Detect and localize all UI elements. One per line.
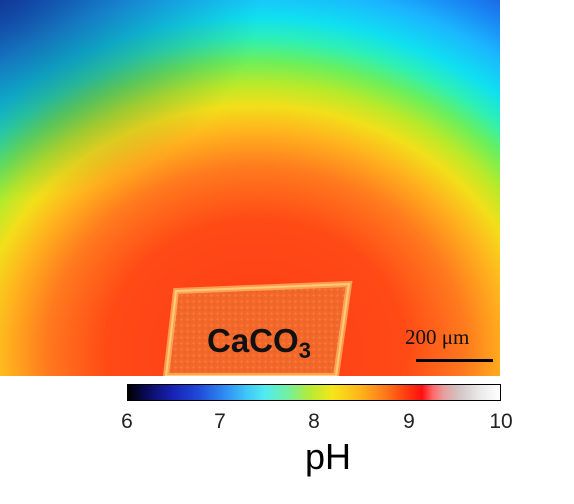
colorbar-unit-label: pH	[304, 436, 352, 477]
ph-colorbar	[127, 384, 501, 401]
caco3-label: CaCO3	[207, 322, 311, 363]
colorbar-tick-8: 8	[308, 410, 320, 433]
colorbar-tick-10: 10	[489, 410, 513, 433]
scale-bar-label: 200 μm	[405, 325, 470, 349]
colorbar-tick-6: 6	[121, 410, 133, 433]
scale-bar	[416, 359, 493, 362]
ph-map-image	[0, 0, 500, 376]
colorbar-tick-7: 7	[214, 410, 226, 433]
colorbar-tick-9: 9	[403, 410, 415, 433]
caco3-crystal	[162, 280, 353, 376]
